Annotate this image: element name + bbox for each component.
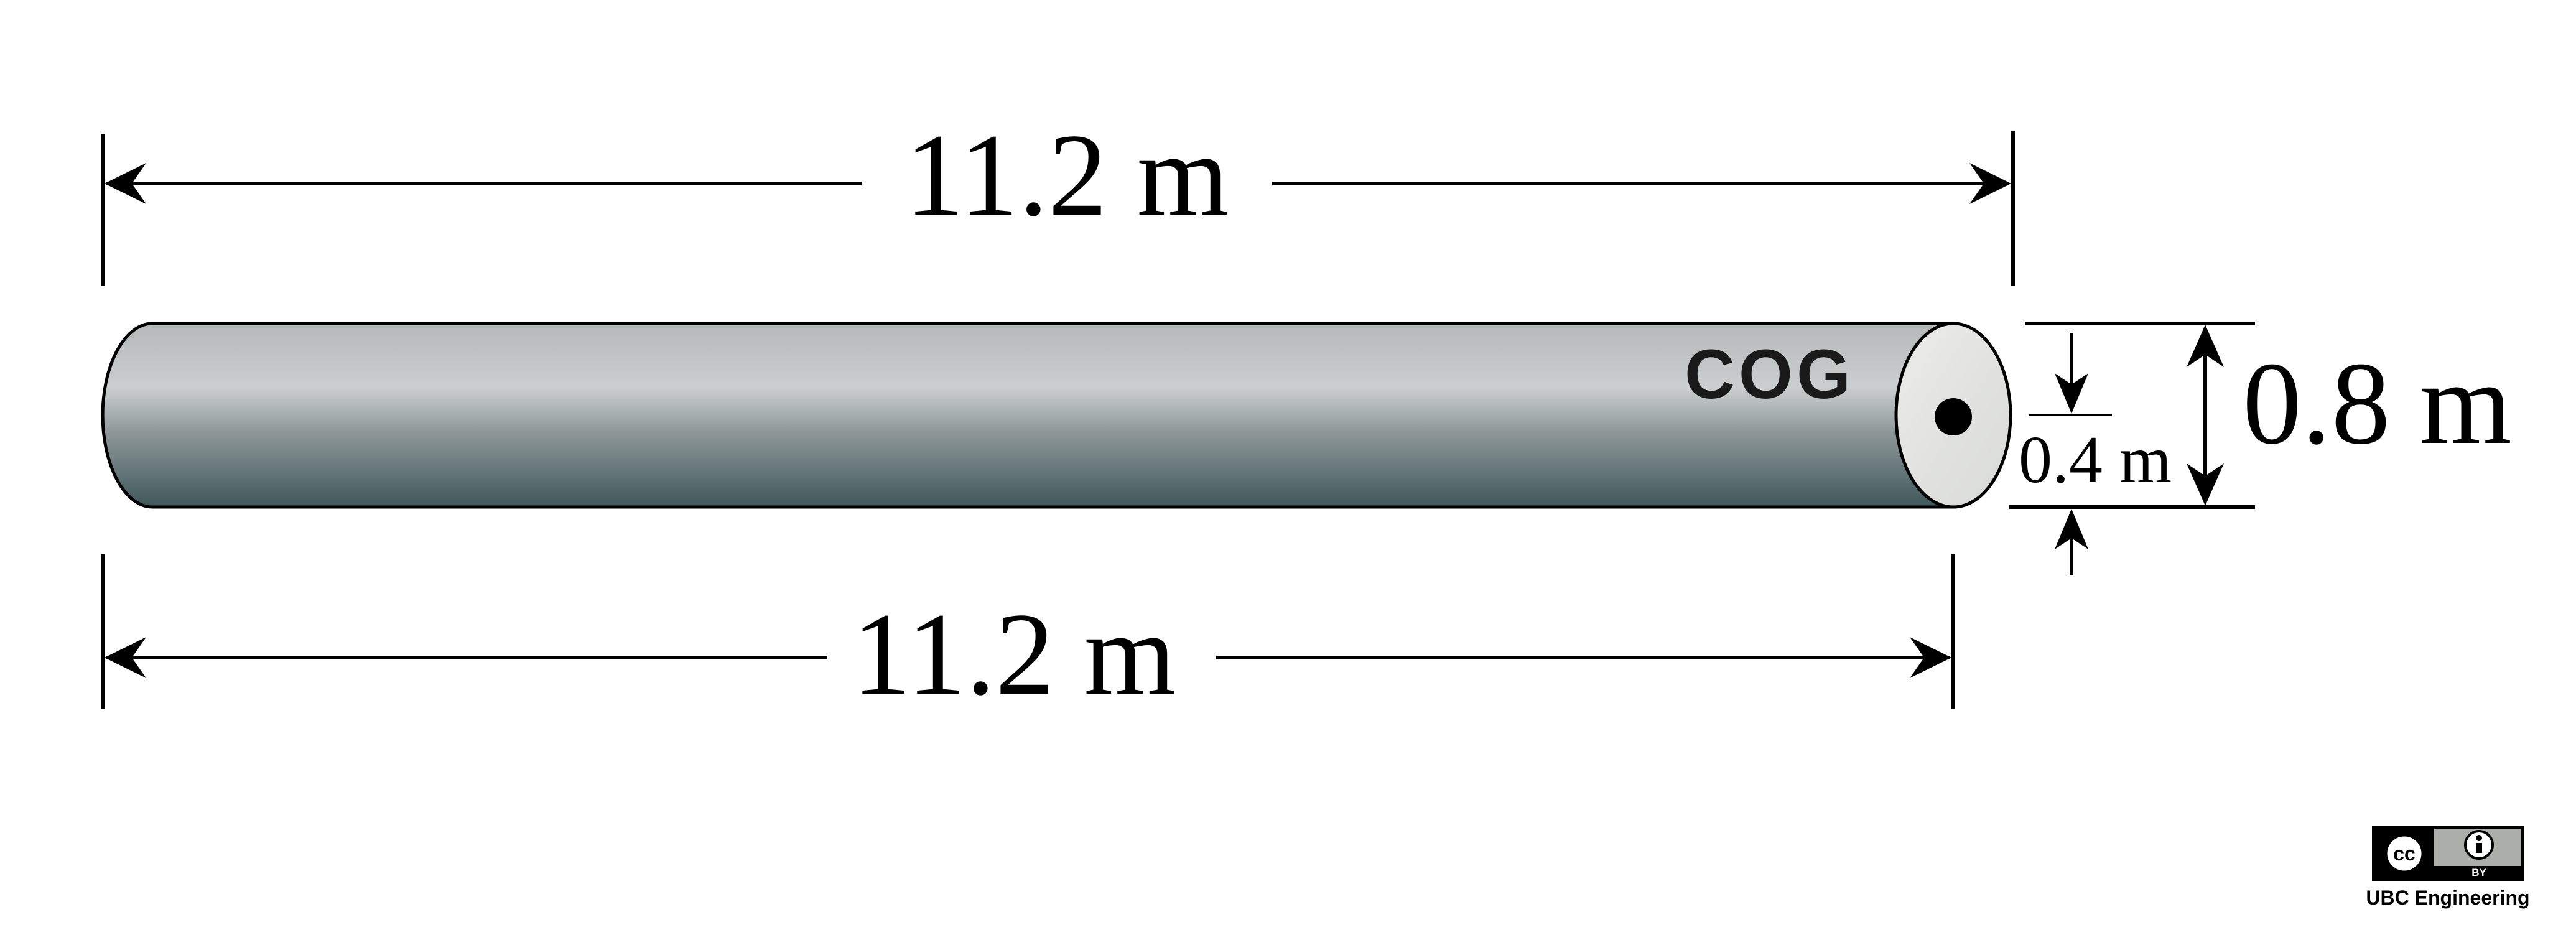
top-left-arrowhead [105,163,146,204]
bottom-length-dimension: 11.2 m [101,554,1955,720]
bottom-right-arrowhead [1910,637,1951,678]
top-length-dimension: 11.2 m [101,110,2015,286]
diameter-dimension: 0.8 m [2009,322,2512,509]
cylinder: COG [101,322,2012,509]
diameter-top-arrowhead [2187,325,2224,367]
badge-credit: UBC Engineering [2366,887,2529,909]
cc-icon-text: cc [2393,842,2416,865]
cc-by-license-badge: cc BY UBC Engineering [2366,826,2530,909]
cog-marker [1935,398,1972,435]
cc-icon [2384,833,2425,874]
cog-label: COG [1685,335,1854,413]
attribution-icon-head [2476,835,2482,841]
radius-upper-arrowhead [2055,373,2088,414]
bottom-length-label: 11.2 m [852,589,1176,720]
bottom-left-arrowhead [105,637,146,678]
radius-lower-arrowhead [2055,509,2088,549]
badge-by-text: BY [2471,867,2486,878]
top-right-arrowhead [1969,163,2011,204]
cylinder-body [101,322,1955,509]
radius-label: 0.4 m [2019,423,2172,497]
attribution-icon-body [2476,843,2482,853]
radius-dimension: 0.4 m [2019,333,2172,575]
diameter-label: 0.8 m [2243,338,2512,469]
top-length-label: 11.2 m [905,110,1229,241]
diameter-bottom-arrowhead [2187,463,2224,506]
